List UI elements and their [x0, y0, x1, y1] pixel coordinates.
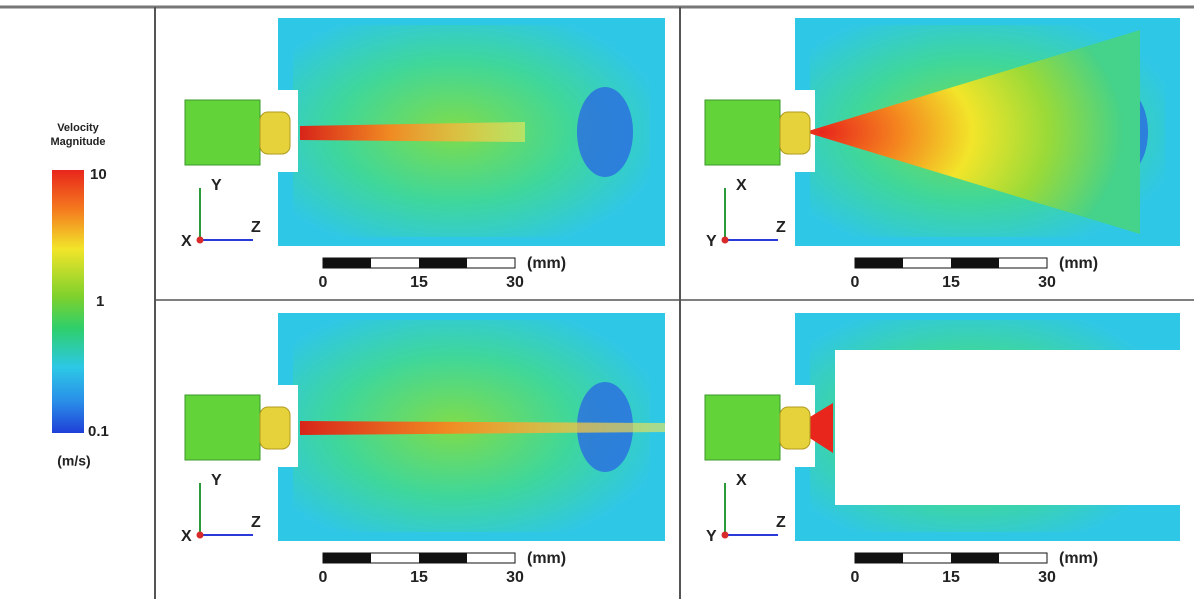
scale-unit: (mm)	[527, 255, 566, 272]
axis-label: Z	[776, 219, 786, 236]
scale-tick: 0	[851, 569, 860, 586]
axis-label: X	[736, 177, 747, 194]
legend-unit: (m/s)	[57, 453, 90, 469]
legend-title: Velocity	[57, 122, 99, 134]
legend-tick: 0.1	[88, 423, 109, 440]
nozzle	[705, 395, 780, 460]
axis-origin	[197, 532, 204, 539]
nozzle	[705, 100, 780, 165]
scale-bar-segment	[419, 258, 467, 268]
axis-label: X	[181, 233, 192, 250]
scale-tick: 15	[410, 274, 428, 291]
scale-bar-segment	[951, 553, 999, 563]
axis-label: Z	[776, 514, 786, 531]
empty-region	[835, 350, 1183, 505]
nozzle	[185, 100, 260, 165]
nozzle-neck	[780, 407, 810, 449]
figure: Velocity Magnitude 10 1 0.1 (m/s) Y Z X 0 15…	[0, 0, 1194, 599]
scale-bar-segment	[855, 258, 903, 268]
scale-tick: 0	[319, 569, 328, 586]
scale-tick: 15	[410, 569, 428, 586]
scale-tick: 30	[506, 569, 524, 586]
legend-tick: 10	[90, 166, 107, 183]
nozzle-neck	[780, 112, 810, 154]
axis-label: X	[736, 472, 747, 489]
scale-bar-segment	[419, 553, 467, 563]
scale-tick: 15	[942, 274, 960, 291]
scale-unit: (mm)	[527, 550, 566, 567]
scale-bar-segment	[951, 258, 999, 268]
axis-label: Y	[211, 177, 222, 194]
scale-bar-segment	[855, 553, 903, 563]
scale-bar-segment	[323, 258, 371, 268]
axis-origin	[722, 532, 729, 539]
axis-origin	[722, 237, 729, 244]
scale-unit: (mm)	[1059, 550, 1098, 567]
axis-label: Y	[706, 528, 717, 545]
axis-label: Y	[706, 233, 717, 250]
axis-label: Z	[251, 514, 261, 531]
nozzle-neck	[260, 407, 290, 449]
legend-title: Magnitude	[51, 136, 106, 148]
legend-tick: 1	[96, 293, 104, 310]
colorbar	[52, 170, 84, 433]
axis-label: Z	[251, 219, 261, 236]
scale-tick: 30	[506, 274, 524, 291]
scale-unit: (mm)	[1059, 255, 1098, 272]
axis-label: X	[181, 528, 192, 545]
nozzle	[185, 395, 260, 460]
scale-tick: 0	[319, 274, 328, 291]
axis-label: Y	[211, 472, 222, 489]
scale-tick: 30	[1038, 274, 1056, 291]
scale-tick: 15	[942, 569, 960, 586]
scale-tick: 30	[1038, 569, 1056, 586]
scale-tick: 0	[851, 274, 860, 291]
low-velocity-zone	[577, 87, 633, 177]
axis-origin	[197, 237, 204, 244]
nozzle-neck	[260, 112, 290, 154]
scale-bar-segment	[323, 553, 371, 563]
